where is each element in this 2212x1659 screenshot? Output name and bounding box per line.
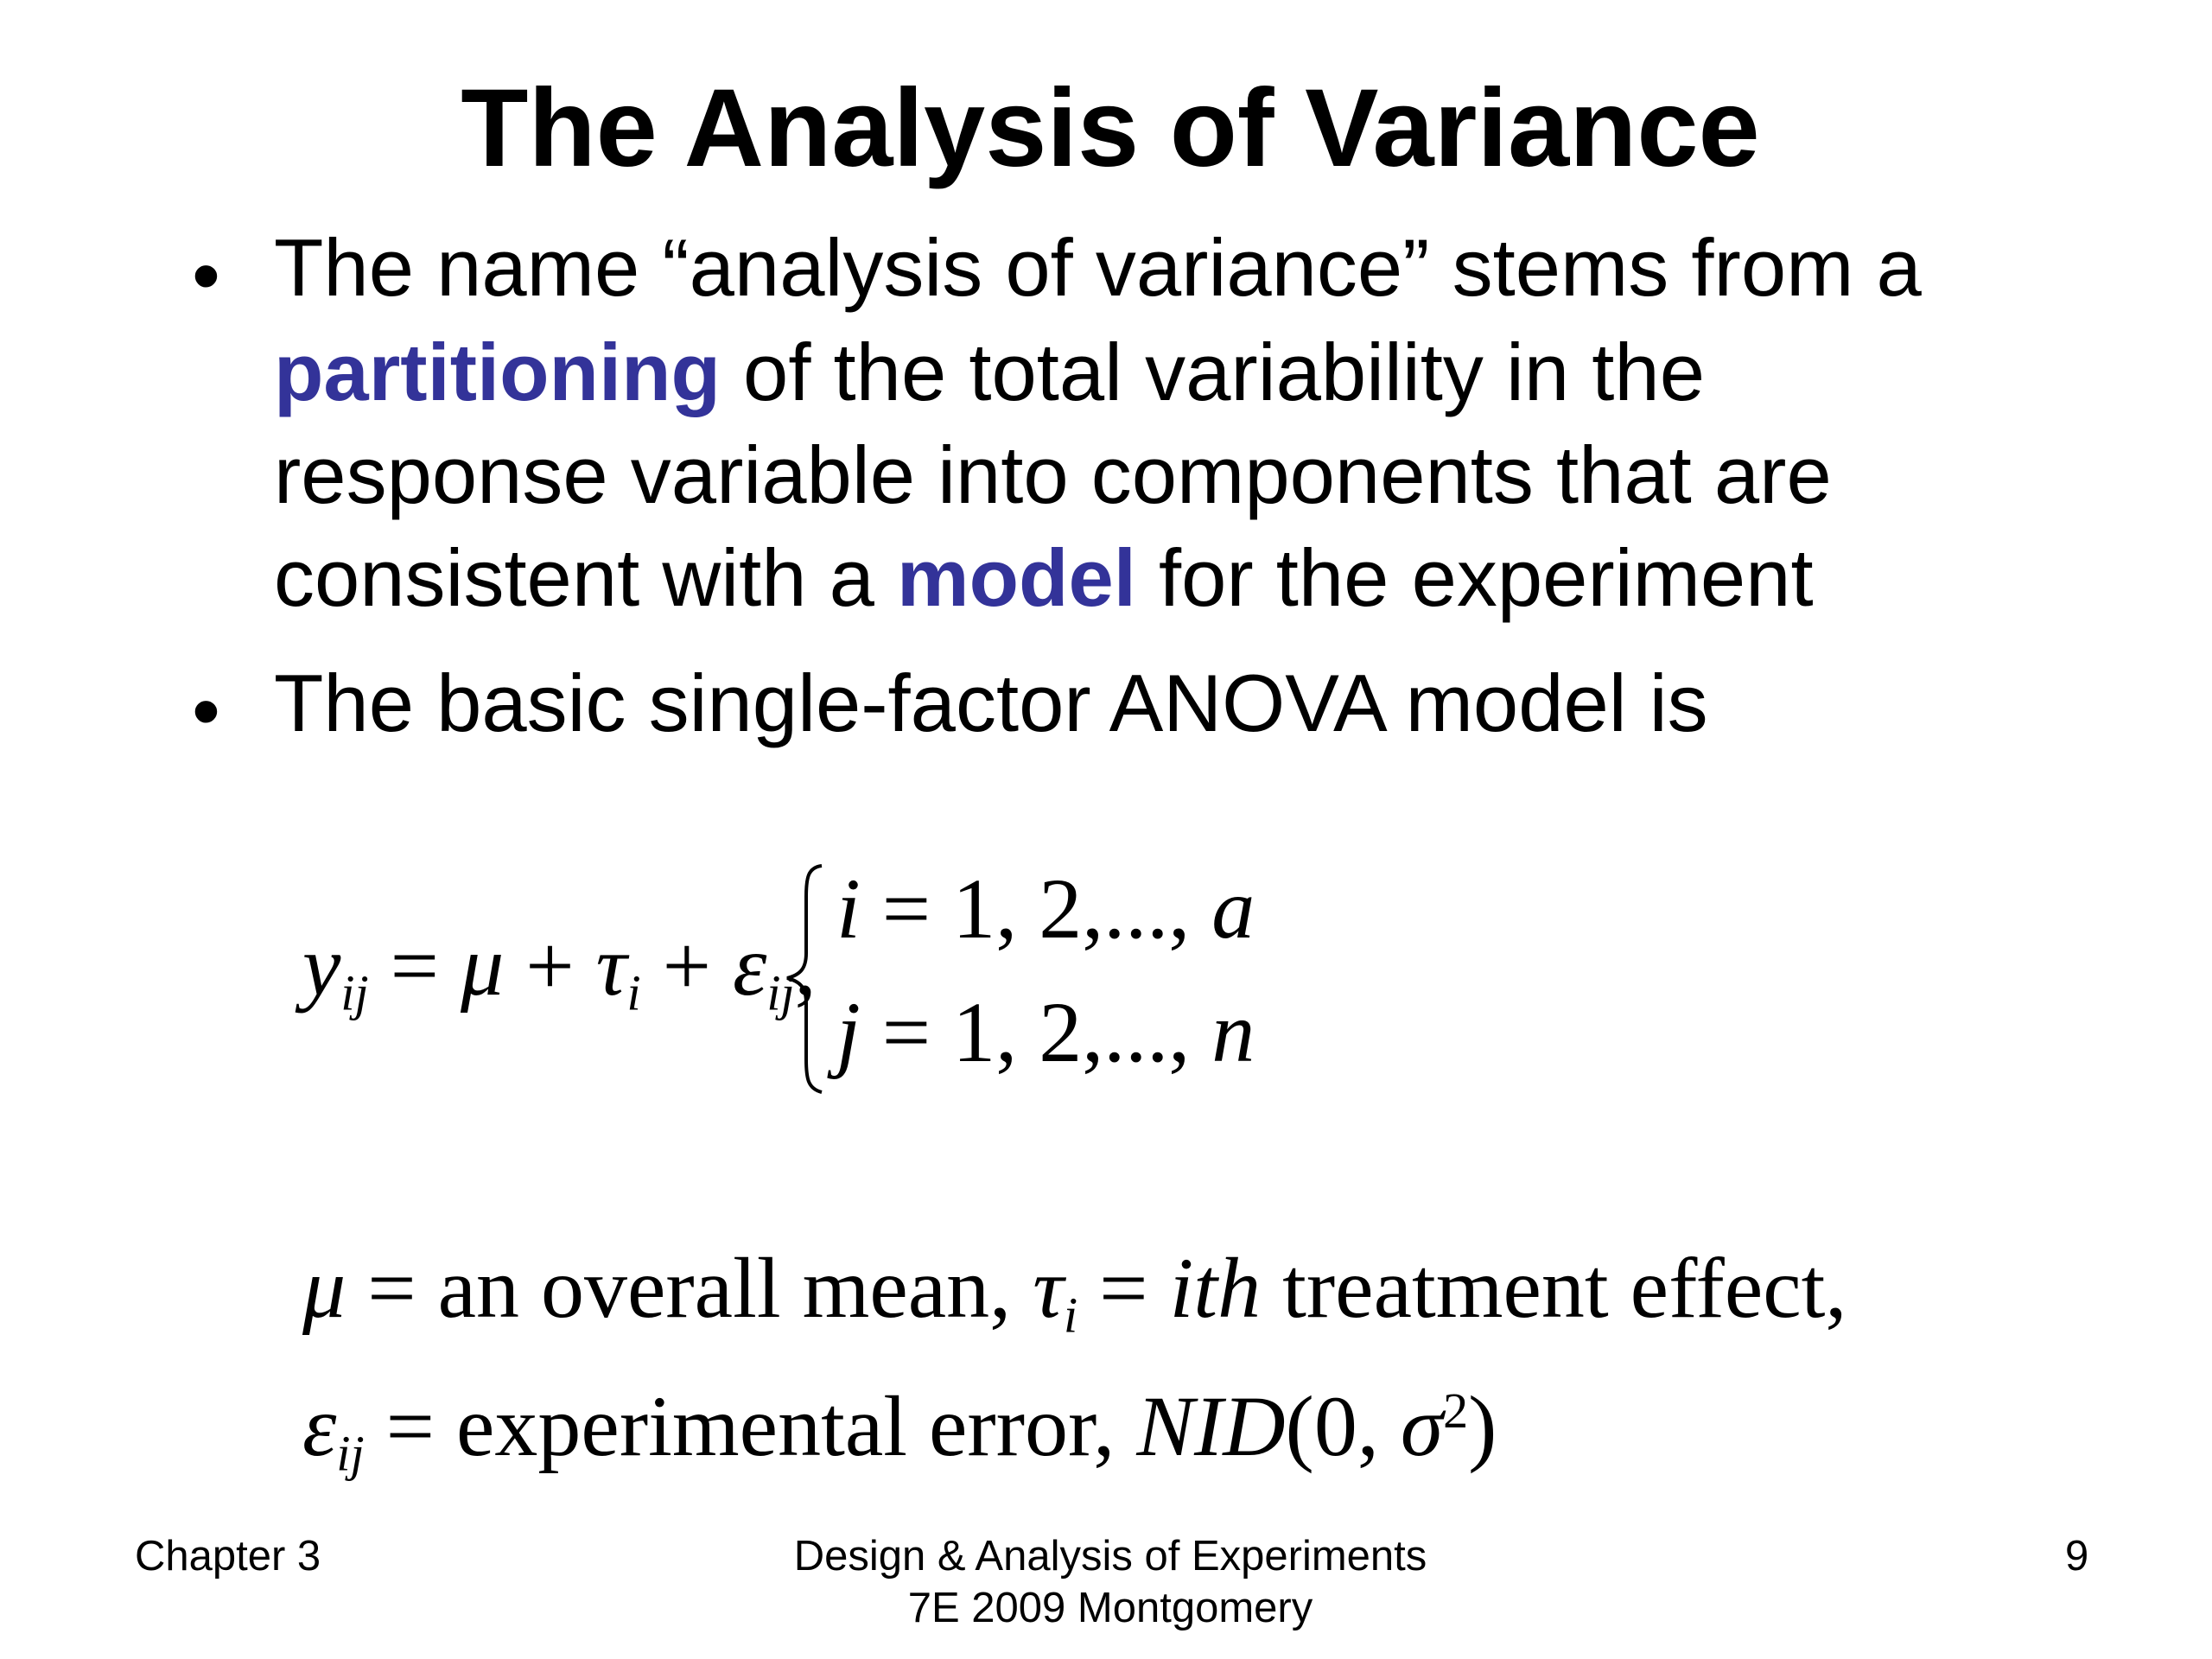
footer-chapter: Chapter 3 — [135, 1533, 321, 1580]
math-sub: ij — [340, 964, 369, 1021]
math-op: = — [368, 918, 461, 1014]
bullet-2-line-1: The basic single-factor ANOVA model is — [274, 658, 1708, 748]
page-number: 9 — [2065, 1533, 2089, 1580]
math-y: y — [302, 918, 341, 1014]
math-op: + — [504, 918, 596, 1014]
math-a: a — [1211, 861, 1255, 957]
math-mu: μ — [461, 918, 505, 1014]
line-text: for the experiment — [1135, 532, 1814, 623]
math-tau: τ — [1033, 1240, 1064, 1336]
definition-mu: μ = an overall mean, τi = ith treatment … — [302, 1245, 1847, 1340]
math-n: n — [1211, 984, 1255, 1080]
def-text: an overall mean, — [437, 1240, 1033, 1336]
math-sub: ij — [336, 1425, 365, 1482]
line-text: consistent with a — [274, 532, 898, 623]
highlight-partitioning: partitioning — [274, 327, 721, 417]
slide-title: The Analysis of Variance — [461, 67, 1760, 190]
bullet-icon: • — [192, 230, 220, 321]
math-range: = 1, 2,..., — [860, 861, 1212, 957]
math-op: = — [1077, 1240, 1170, 1336]
math-op: + — [640, 918, 733, 1014]
def-text: treatment effect, — [1261, 1240, 1847, 1336]
math-op: (0, — [1285, 1378, 1401, 1474]
bullet-1-line-2: partitioning of the total variability in… — [274, 332, 1705, 413]
math-op: = — [364, 1378, 457, 1474]
math-j: j — [836, 984, 861, 1080]
bullet-1-line-1: The name “analysis of variance” stems fr… — [274, 222, 1922, 313]
footer-edition: 7E 2009 Montgomery — [907, 1585, 1313, 1631]
math-epsilon: ε — [732, 918, 767, 1014]
math-nid: NID — [1136, 1378, 1286, 1474]
footer-book-title: Design & Analysis of Experiments — [793, 1533, 1427, 1580]
math-tau: τ — [595, 918, 627, 1014]
math-sub: i — [626, 964, 641, 1021]
math-ith: ith — [1169, 1240, 1262, 1336]
bullet-1-line-4: consistent with a model for the experime… — [274, 537, 1814, 619]
bullet-icon: • — [192, 665, 220, 756]
math-mu: μ — [302, 1240, 346, 1336]
definition-epsilon: εij = experimental error, NID(0, σ2) — [302, 1382, 1497, 1478]
math-op: = — [346, 1240, 438, 1336]
anova-model-equation: yij = μ + τi + εij, — [302, 923, 817, 1018]
math-i: i — [836, 861, 861, 957]
math-sigma: σ — [1400, 1378, 1444, 1474]
math-epsilon: ε — [302, 1378, 337, 1474]
def-text: experimental error, — [456, 1378, 1137, 1474]
math-sub: i — [1063, 1287, 1078, 1344]
case-j: j = 1, 2,..., n — [836, 989, 1255, 1076]
line-text: of the total variability in the — [720, 327, 1705, 417]
left-brace-icon — [786, 864, 823, 1094]
case-i: i = 1, 2,..., a — [836, 866, 1255, 952]
math-sup: 2 — [1443, 1382, 1469, 1440]
bullet-1-line-3: response variable into components that a… — [274, 429, 1832, 520]
math-op: ) — [1468, 1378, 1497, 1474]
math-range: = 1, 2,..., — [860, 984, 1212, 1080]
highlight-model: model — [897, 532, 1136, 623]
